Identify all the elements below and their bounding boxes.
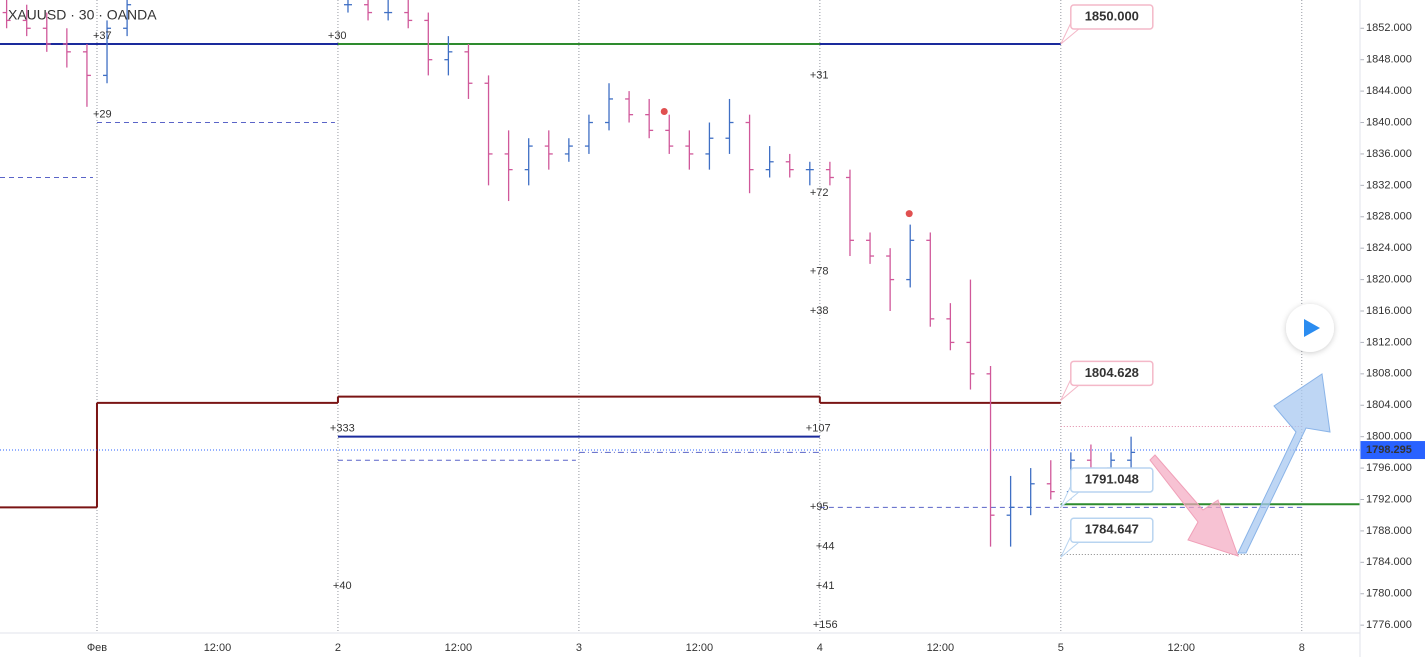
annotation: +78 [810,266,829,278]
annotation: +41 [816,580,835,592]
grid: 1776.000 1780.000 1784.000 1788.000 1792.000… [87,0,1412,654]
down-arrow [1149,454,1239,557]
y-tick-label: 1776.000 [1366,619,1412,631]
x-tick-label: 8 [1299,642,1305,654]
y-tick-label: 1828.000 [1366,211,1412,223]
y-tick-label: 1800.000 [1366,431,1412,443]
y-tick-label: 1832.000 [1366,179,1412,191]
levels [0,42,1360,555]
y-tick-label: 1816.000 [1366,305,1412,317]
annotation: +37 [93,30,112,42]
price-label-box [1070,4,1154,30]
x-tick-label: 12:00 [686,642,714,654]
play-icon[interactable] [1304,319,1320,337]
price-label-box [1070,467,1154,493]
annotation: +333 [330,423,355,435]
x-tick-label: 5 [1058,642,1064,654]
x-tick-label: 12:00 [1168,642,1196,654]
y-tick-label: 1808.000 [1366,368,1412,380]
y-tick-label: 1820.000 [1366,273,1412,285]
annotation: +107 [806,423,831,435]
y-tick-label: 1844.000 [1366,85,1412,97]
y-tick-label: 1788.000 [1366,525,1412,537]
annotation: +40 [333,580,352,592]
last-price-tag [1360,441,1425,460]
y-tick-label: 1784.000 [1366,556,1412,568]
y-tick-label: 1780.000 [1366,588,1412,600]
y-tick-label: 1840.000 [1366,116,1412,128]
y-tick-label: 1804.000 [1366,399,1412,411]
x-tick-label: 2 [335,642,341,654]
signal-dot [660,108,668,116]
y-tick-label: 1792.000 [1366,493,1412,505]
x-tick-label: Фев [87,642,107,654]
annotation: +44 [816,541,835,553]
chart-title: XAUUSD · 30 · OANDA [8,7,157,23]
bars [2,0,1136,547]
y-tick-label: 1796.000 [1366,462,1412,474]
annotation: +95 [810,501,829,513]
price-label-box [1070,517,1154,543]
y-tick-label: 1836.000 [1366,148,1412,160]
price-label-box [1070,360,1154,387]
annotation: +29 [93,109,112,121]
x-tick-label: 12:00 [927,642,955,654]
up-arrow [1237,373,1331,554]
y-tick-label: 1852.000 [1366,22,1412,34]
price-label: 1804.628 [1085,365,1139,380]
price-label: 1850.000 [1085,8,1139,23]
play-button[interactable] [1286,304,1334,352]
price-label: 1784.647 [1085,522,1139,537]
annotation: +156 [813,619,838,631]
price-label: 1791.048 [1085,471,1139,486]
last-price-label: 1798.295 [1366,444,1412,456]
annotation: +31 [810,69,829,81]
y-tick-label: 1848.000 [1366,54,1412,66]
y-tick-label: 1812.000 [1366,336,1412,348]
signal-dot [905,210,913,218]
annotation: +38 [810,305,829,317]
x-tick-label: 4 [817,642,823,654]
overlay: +37 +29 +30 +31 +72 +78 +38 +333 +107 +95 +44 +41 +4… [93,4,1425,631]
x-tick-label: 12:00 [445,642,473,654]
y-tick-label: 1824.000 [1366,242,1412,254]
annotation: +30 [328,30,347,42]
x-tick-label: 3 [576,642,582,654]
annotation: +72 [810,187,829,199]
x-tick-label: 12:00 [204,642,232,654]
